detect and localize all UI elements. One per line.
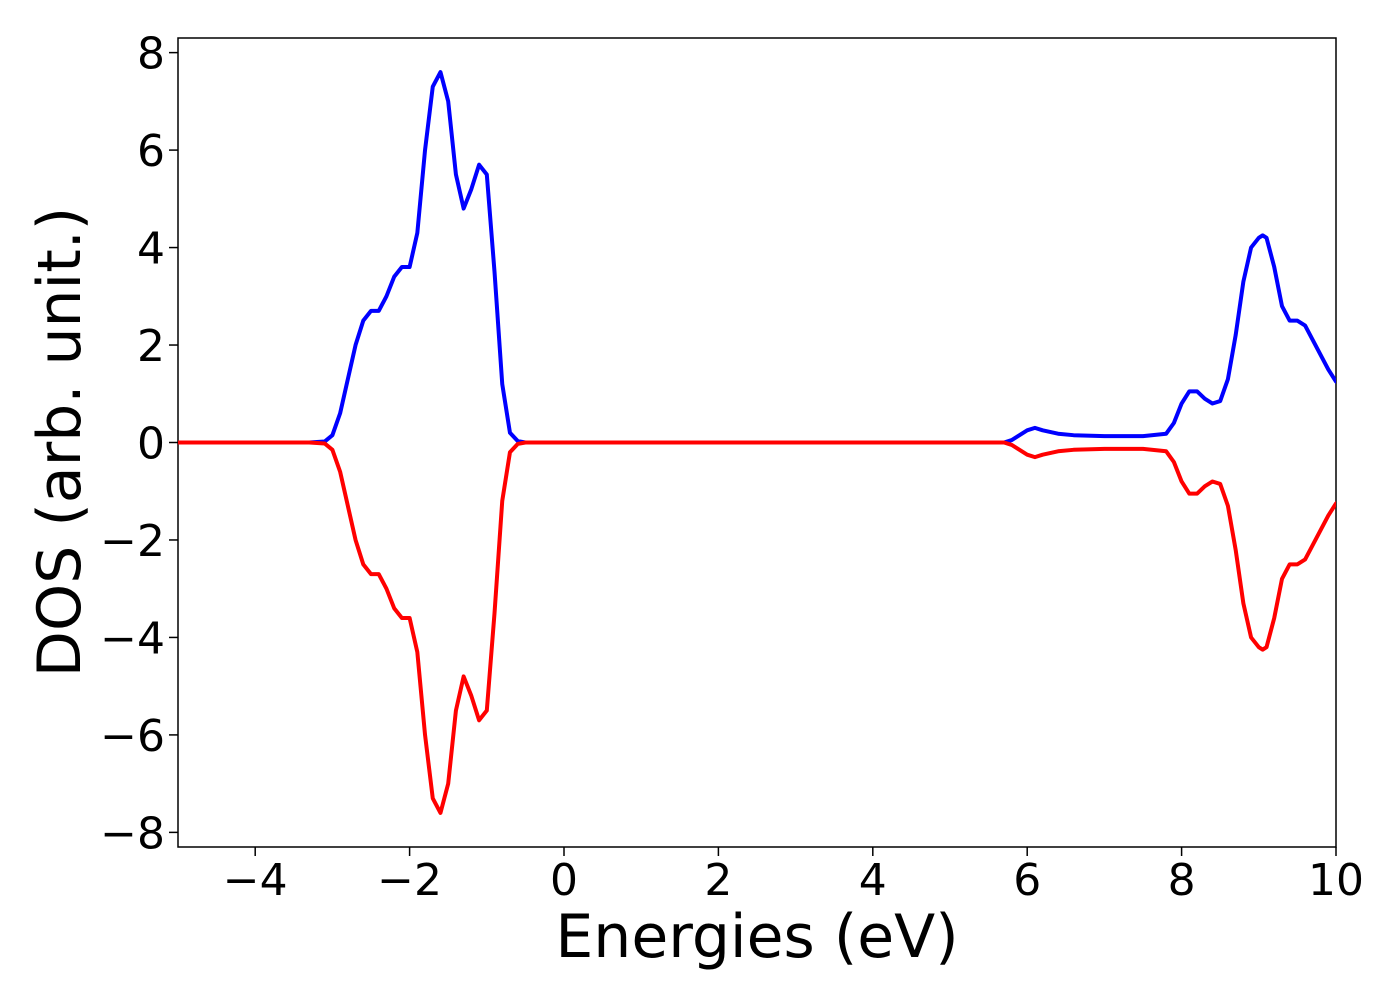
- y-tick-label: 0: [137, 419, 165, 470]
- series-line-2: [178, 440, 1336, 815]
- series-layer: [178, 70, 1336, 815]
- x-tick-label: −2: [377, 855, 442, 906]
- y-tick-label: 2: [137, 321, 165, 372]
- y-axis-title: DOS (arb. unit.): [25, 207, 95, 677]
- y-axis-ticks: 8 6 4 2 0 −2 −4 −6 −8: [100, 29, 178, 859]
- x-tick-label: −4: [223, 855, 288, 906]
- y-tick-label: −8: [100, 808, 165, 859]
- x-tick-label: 10: [1308, 855, 1364, 906]
- y-tick-label: 6: [137, 126, 165, 177]
- x-axis-ticks: −4 −2 0 2 4 6 8 10: [223, 847, 1364, 906]
- y-tick-label: 4: [137, 224, 165, 275]
- x-tick-label: 2: [704, 855, 732, 906]
- y-tick-label: −2: [100, 516, 165, 567]
- y-tick-label: −6: [100, 711, 165, 762]
- x-tick-label: 0: [550, 855, 578, 906]
- x-tick-label: 8: [1168, 855, 1196, 906]
- y-tick-label: 8: [137, 29, 165, 80]
- x-tick-label: 4: [859, 855, 887, 906]
- series-line-1: [178, 70, 1336, 445]
- x-tick-label: 6: [1013, 855, 1041, 906]
- x-axis-title: Energies (eV): [555, 902, 958, 972]
- y-tick-label: −4: [100, 613, 165, 664]
